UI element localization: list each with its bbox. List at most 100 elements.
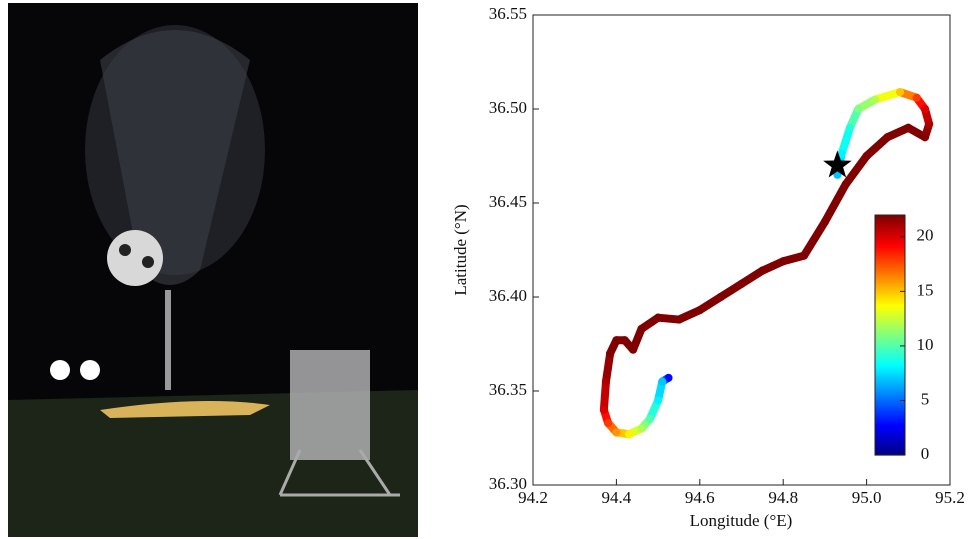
- colorbar-band: [875, 433, 905, 436]
- colorbar-band: [875, 299, 905, 302]
- colorbar-band: [875, 257, 905, 260]
- track-point: [779, 257, 788, 266]
- colorbar-band: [875, 395, 905, 398]
- colorbar-band: [875, 235, 905, 238]
- track-point: [925, 120, 934, 129]
- colorbar-band: [875, 219, 905, 222]
- track-point: [837, 150, 846, 159]
- y-axis-label: Latitude (°N): [451, 204, 470, 295]
- track-point: [695, 306, 704, 315]
- colorbar-band: [875, 375, 905, 378]
- colorbar-band: [875, 353, 905, 356]
- track-segment: [737, 266, 767, 288]
- track-point: [862, 152, 871, 160]
- track-segment: [820, 180, 850, 226]
- track-point: [800, 251, 809, 260]
- colorbar-band: [875, 321, 905, 324]
- track-point: [845, 123, 854, 132]
- colorbar-band: [875, 265, 905, 268]
- colorbar-band: [875, 361, 905, 364]
- colorbar-band: [875, 335, 905, 338]
- colorbar-band: [875, 307, 905, 310]
- track-point: [637, 424, 646, 433]
- colorbar-band: [875, 245, 905, 248]
- colorbar-band: [875, 387, 905, 390]
- colorbar-band: [875, 303, 905, 306]
- colorbar-band: [875, 229, 905, 232]
- colorbar-band: [875, 333, 905, 336]
- colorbar-band: [875, 247, 905, 250]
- track-segment: [841, 152, 871, 189]
- track-point: [841, 180, 850, 189]
- track-point: [664, 373, 673, 382]
- colorbar-band: [875, 409, 905, 412]
- colorbar-band: [875, 215, 905, 218]
- colorbar-band: [875, 325, 905, 328]
- colorbar-band: [875, 277, 905, 280]
- colorbar-band: [875, 329, 905, 332]
- track-segment: [870, 88, 904, 104]
- colorbar-band: [875, 233, 905, 236]
- colorbar-band: [875, 405, 905, 408]
- colorbar-band: [875, 243, 905, 246]
- track-point: [620, 336, 629, 345]
- colorbar-band: [875, 305, 905, 308]
- colorbar-band: [875, 365, 905, 368]
- y-tick-label: 36.50: [489, 98, 527, 117]
- colorbar-band: [875, 283, 905, 286]
- colorbar-band: [875, 379, 905, 382]
- colorbar-band: [875, 447, 905, 450]
- track-point: [654, 396, 663, 405]
- track-segment: [837, 123, 854, 159]
- y-tick-label: 36.30: [489, 474, 527, 493]
- track-point: [737, 279, 746, 288]
- launch-marker: [823, 150, 852, 178]
- colorbar-band: [875, 341, 905, 344]
- plot-frame: [532, 14, 951, 486]
- colorbar-band: [875, 397, 905, 400]
- track-segment: [862, 133, 892, 160]
- colorbar-band: [875, 377, 905, 380]
- colorbar-band: [875, 357, 905, 360]
- track-point: [854, 105, 863, 113]
- colorbar-band: [875, 253, 905, 256]
- track-point: [920, 133, 929, 142]
- colorbar-band: [875, 381, 905, 384]
- track-point: [904, 123, 913, 132]
- colorbar-band: [875, 285, 905, 288]
- colorbar-band: [875, 411, 905, 414]
- colorbar-band: [875, 437, 905, 440]
- colorbar-tick-label: 5: [921, 389, 930, 408]
- colorbar-band: [875, 403, 905, 406]
- colorbar-band: [875, 383, 905, 386]
- photo: [8, 3, 418, 537]
- colorbar-tick-label: 15: [917, 280, 934, 299]
- track-point: [920, 105, 929, 113]
- colorbar-band: [875, 293, 905, 296]
- colorbar-band: [875, 287, 905, 290]
- colorbar-band: [875, 221, 905, 224]
- colorbar-band: [875, 275, 905, 278]
- x-axis-label: Longitude (°E): [690, 511, 793, 530]
- y-tick-label: 36.35: [489, 380, 527, 399]
- colorbar-band: [875, 373, 905, 376]
- colorbar-band: [875, 419, 905, 422]
- colorbar-band: [875, 263, 905, 266]
- colorbar-tick-label: 10: [917, 335, 934, 354]
- colorbar-band: [875, 451, 905, 454]
- colorbar-band: [875, 251, 905, 254]
- colorbar-band: [875, 309, 905, 312]
- colorbar-band: [875, 363, 905, 366]
- colorbar-band: [875, 423, 905, 426]
- colorbar-band: [875, 331, 905, 334]
- colorbar-band: [875, 259, 905, 262]
- colorbar-frame: [874, 214, 906, 456]
- colorbar-band: [875, 315, 905, 318]
- track-point: [912, 93, 921, 102]
- track-point: [629, 345, 638, 354]
- colorbar-band: [875, 289, 905, 292]
- colorbar-band: [875, 317, 905, 320]
- colorbar-band: [875, 431, 905, 434]
- track-point: [612, 428, 621, 437]
